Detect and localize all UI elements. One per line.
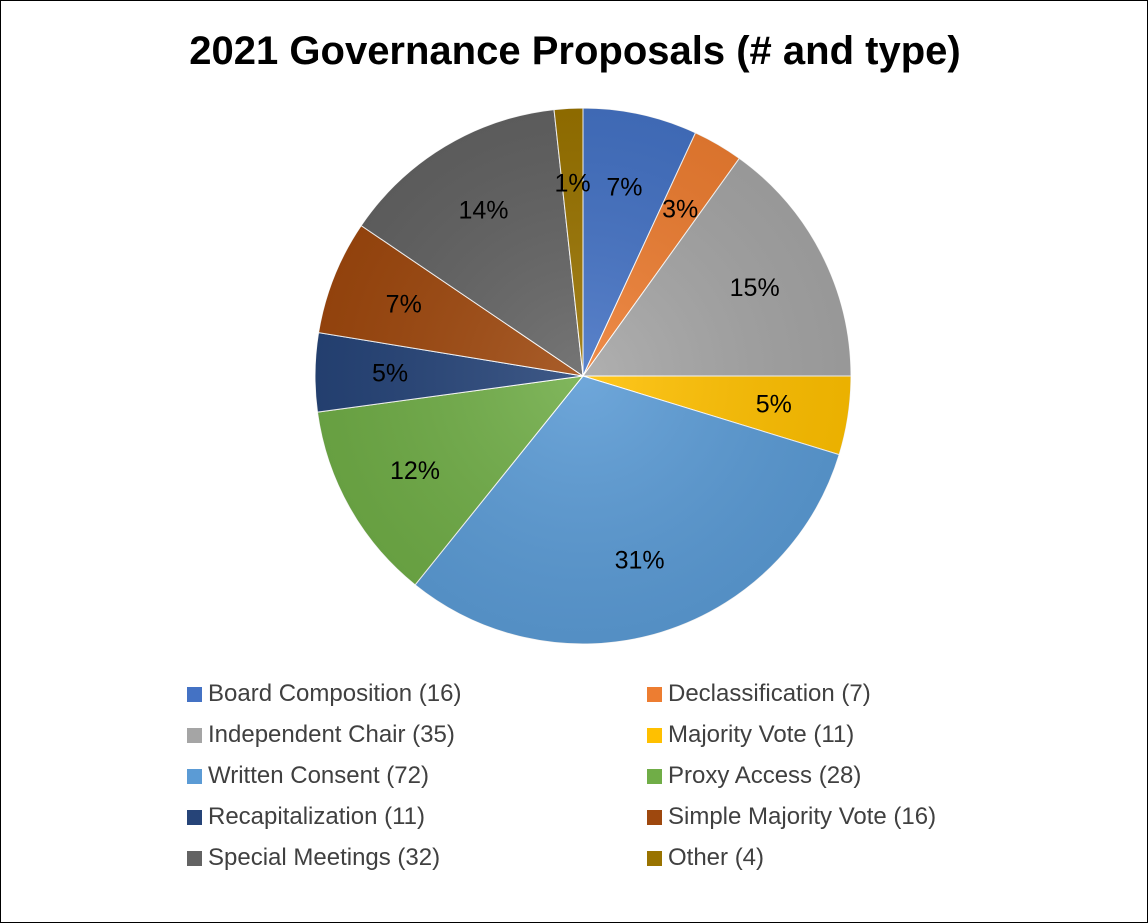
legend-label: Written Consent (72) [208, 762, 429, 789]
data-label-written-consent: 31% [615, 546, 665, 574]
legend-label: Declassification (7) [668, 680, 871, 707]
chart-title: 2021 Governance Proposals (# and type) [189, 29, 961, 73]
legend-label: Other (4) [668, 844, 765, 871]
pie-labels: 7% 3% 15% 5% 31% 12% 5% 7% 14% 1% [372, 169, 792, 574]
data-label-independent-chair: 15% [730, 274, 780, 302]
legend-swatch [187, 850, 202, 866]
legend-swatch [647, 850, 662, 866]
legend-item-majority-vote: Majority Vote (11) [647, 718, 1047, 752]
legend-swatch [187, 809, 202, 825]
data-label-majority-vote: 5% [756, 391, 792, 419]
legend-swatch [187, 768, 202, 784]
legend-item-independent-chair: Independent Chair (35) [187, 718, 647, 752]
legend-item-board-composition: Board Composition (16) [187, 677, 647, 711]
legend-item-proxy-access: Proxy Access (28) [647, 759, 1047, 793]
legend: Board Composition (16) Declassification (… [187, 677, 1047, 875]
legend-label: Special Meetings (32) [208, 844, 441, 871]
legend-swatch [647, 686, 662, 702]
legend-item-other: Other (4) [647, 841, 1047, 875]
legend-label: Proxy Access (28) [668, 762, 862, 789]
legend-label: Simple Majority Vote (16) [668, 803, 937, 830]
legend-swatch [647, 727, 662, 743]
data-label-special-meetings: 14% [458, 197, 508, 225]
legend-label: Recapitalization (11) [208, 803, 425, 830]
data-label-other: 1% [554, 169, 590, 197]
legend-swatch [187, 686, 202, 702]
legend-label: Board Composition (16) [208, 680, 462, 707]
legend-item-written-consent: Written Consent (72) [187, 759, 647, 793]
legend-swatch [187, 727, 202, 743]
legend-label: Independent Chair (35) [208, 721, 455, 748]
legend-swatch [647, 768, 662, 784]
legend-item-declassification: Declassification (7) [647, 677, 1047, 711]
data-label-declassification: 3% [662, 195, 698, 223]
data-label-simple-majority-vote: 7% [386, 291, 422, 319]
legend-item-simple-majority-vote: Simple Majority Vote (16) [647, 800, 1047, 834]
legend-swatch [647, 809, 662, 825]
legend-label: Majority Vote (11) [668, 721, 855, 748]
data-label-recapitalization: 5% [372, 359, 408, 387]
data-label-board-composition: 7% [606, 174, 642, 202]
legend-item-recapitalization: Recapitalization (11) [187, 800, 647, 834]
data-label-proxy-access: 12% [390, 457, 440, 485]
legend-item-special-meetings: Special Meetings (32) [187, 841, 647, 875]
